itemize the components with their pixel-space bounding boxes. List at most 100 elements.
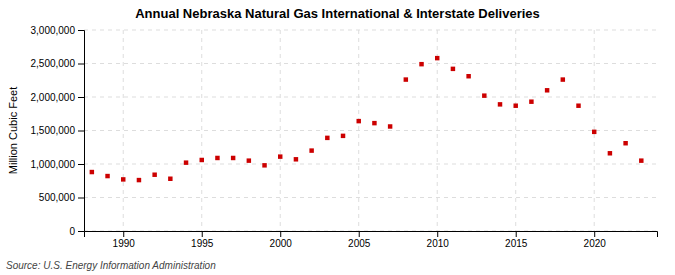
point	[419, 62, 423, 66]
tick-label: 1990	[113, 238, 136, 249]
point	[90, 170, 94, 174]
tick-label: 0	[69, 226, 75, 237]
grid-line	[280, 30, 281, 231]
tick: 1,000,000	[31, 159, 85, 170]
point	[278, 154, 282, 158]
point	[121, 177, 125, 181]
tick-label: 2010	[427, 238, 450, 249]
tick: 500,000	[39, 192, 84, 203]
tick-label: 500,000	[39, 192, 76, 203]
tick-label: 1995	[191, 238, 214, 249]
point	[184, 160, 188, 164]
tick-label: 2,000,000	[31, 92, 76, 103]
point	[137, 178, 141, 182]
point	[623, 141, 627, 145]
point	[639, 158, 643, 162]
point	[576, 103, 580, 107]
tick: 1990	[113, 231, 136, 249]
grid-line	[84, 30, 657, 31]
tick-mark	[123, 231, 124, 237]
tick-mark	[359, 231, 360, 237]
tick-mark	[78, 231, 84, 232]
grid-line	[84, 164, 657, 165]
source: Source: U.S. Energy Information Administ…	[6, 260, 216, 271]
grid-line	[84, 63, 657, 64]
tick-label: 2005	[348, 238, 371, 249]
point	[200, 158, 204, 162]
grid-line	[515, 30, 516, 231]
tick-mark	[78, 131, 84, 132]
tick-mark	[78, 64, 84, 65]
tick-mark	[202, 231, 203, 237]
grid-line	[201, 30, 202, 231]
point	[168, 177, 172, 181]
grid-line	[84, 197, 657, 198]
y-axis-title: Million Cubic Feet	[7, 87, 19, 174]
point	[561, 77, 565, 81]
point	[466, 74, 470, 78]
tick: 2000	[270, 231, 293, 249]
point	[529, 99, 533, 103]
axis-line	[78, 31, 85, 232]
tick: 1995	[191, 231, 214, 249]
tick-label: 2,500,000	[31, 58, 76, 69]
point	[231, 156, 235, 160]
point	[294, 157, 298, 161]
tick-mark	[78, 164, 84, 165]
point	[262, 163, 266, 167]
tick-mark	[280, 231, 281, 237]
tick-mark	[78, 97, 84, 98]
tick: 1,500,000	[31, 125, 85, 136]
point	[482, 93, 486, 97]
point	[372, 121, 376, 125]
tick-label: 2000	[270, 238, 293, 249]
point	[435, 56, 439, 60]
tick: 2005	[348, 231, 371, 249]
tick: 3,000,000	[31, 25, 85, 36]
point	[309, 148, 313, 152]
chart: 1990 1995 2000 2005 2010 2015 2020 0 500,000 1,00…	[0, 0, 675, 275]
point	[592, 130, 596, 134]
tick: 0	[69, 226, 84, 237]
point	[341, 134, 345, 138]
tick-label: 2015	[505, 238, 528, 249]
tick-label: 1,500,000	[31, 125, 76, 136]
grid-line	[84, 97, 657, 98]
grid-line	[123, 30, 124, 231]
point	[325, 136, 329, 140]
x-axis: 1990 1995 2000 2005 2010 2015 2020	[85, 231, 658, 249]
tick-mark	[78, 198, 84, 199]
plot-area: 1990 1995 2000 2005 2010 2015 2020 0 500,000 1,00…	[31, 25, 658, 249]
tick: 2,500,000	[31, 58, 85, 69]
points	[90, 56, 644, 182]
grid-line	[358, 30, 359, 231]
tick-mark	[594, 231, 595, 237]
y-axis: 0 500,000 1,000,000 1,500,000 2,000,000 2,500…	[31, 25, 85, 237]
tick-label: 2020	[584, 238, 607, 249]
axis-line	[85, 232, 658, 238]
point	[388, 124, 392, 128]
tick: 2015	[505, 231, 528, 249]
title: Annual Nebraska Natural Gas Internationa…	[135, 6, 540, 21]
point	[152, 172, 156, 176]
tick-mark	[516, 231, 517, 237]
tick: 2010	[427, 231, 450, 249]
point	[545, 88, 549, 92]
grid	[84, 30, 657, 231]
point	[404, 77, 408, 81]
tick-mark	[437, 231, 438, 237]
point	[247, 158, 251, 162]
tick-label: 1,000,000	[31, 159, 76, 170]
tick: 2,000,000	[31, 92, 85, 103]
point	[498, 102, 502, 106]
point	[105, 174, 109, 178]
point	[451, 67, 455, 71]
tick-label: 3,000,000	[31, 25, 76, 36]
point	[513, 103, 517, 107]
point	[608, 151, 612, 155]
point	[215, 156, 219, 160]
tick-mark	[78, 30, 84, 31]
tick: 2020	[584, 231, 607, 249]
grid-line	[84, 130, 657, 131]
point	[356, 119, 360, 123]
